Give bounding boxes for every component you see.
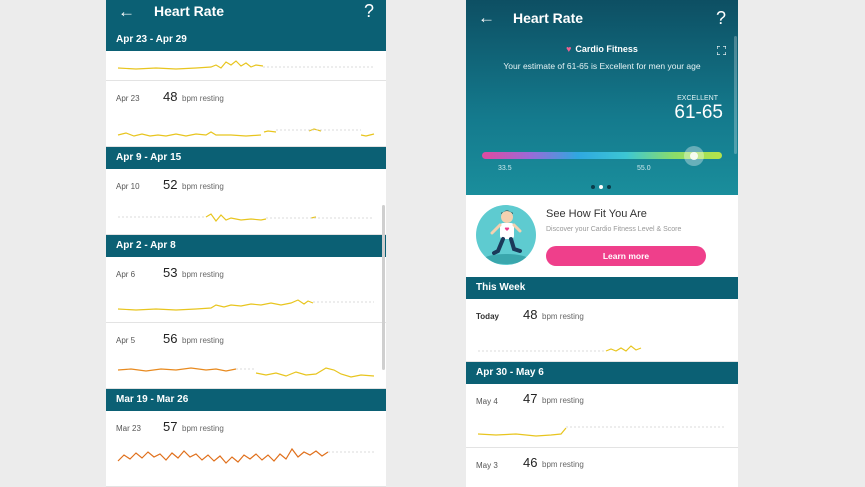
cardio-fitness-description: Your estimate of 61-65 is Excellent for … (503, 61, 701, 71)
app-bar: ← Heart Rate ? (106, 0, 386, 30)
row-bpm-unit: bpm resting (182, 336, 224, 345)
cardio-fitness-title: ♥ Cardio Fitness (466, 44, 738, 54)
scale-min-label: 33.5 (498, 165, 512, 172)
page-dot-active[interactable] (599, 185, 603, 189)
expand-icon[interactable] (717, 46, 726, 55)
heart-rate-sparkline (478, 345, 642, 352)
row-bpm-value: 52 (163, 177, 178, 192)
row-bpm-unit: bpm resting (542, 460, 584, 469)
fitness-level-value: 61-65 (674, 102, 723, 123)
week-header: This Week (466, 277, 738, 299)
cardio-fitness-label: Cardio Fitness (575, 44, 638, 54)
page-dot[interactable] (591, 185, 595, 189)
row-date: May 3 (476, 461, 498, 470)
row-bpm-unit: bpm resting (182, 182, 224, 191)
week-header: Apr 30 - May 6 (466, 362, 738, 384)
row-bpm-value: 48 (523, 307, 538, 322)
list-item[interactable]: Apr 6 53 bpm resting (106, 257, 386, 323)
list-item[interactable]: Apr 10 52 bpm resting (106, 169, 386, 235)
runner-icon (484, 210, 528, 264)
app-bar: ← Heart Rate ? (466, 0, 738, 36)
heart-rate-sparkline (117, 128, 375, 137)
row-date: Apr 10 (116, 182, 140, 191)
week-header: Mar 19 - Mar 26 (106, 389, 386, 411)
list-item[interactable]: May 3 46 bpm resting (466, 448, 738, 487)
heart-rate-history-screen: ← Heart Rate ? Apr 23 - Apr 29 Apr 23 48… (106, 0, 386, 487)
row-bpm-value: 46 (523, 455, 538, 470)
list-item[interactable]: May 4 47 bpm resting (466, 384, 738, 448)
week-header: Apr 23 - Apr 29 (106, 29, 386, 51)
row-date: Apr 23 (116, 94, 140, 103)
row-bpm-value: 56 (163, 331, 178, 346)
list-item[interactable]: Today 48 bpm resting (466, 299, 738, 362)
heart-rate-sparkline (117, 299, 374, 311)
fitness-scale-bar (482, 152, 722, 159)
back-arrow-icon[interactable]: ← (118, 2, 135, 21)
back-arrow-icon[interactable]: ← (478, 8, 495, 27)
page-dot[interactable] (607, 185, 611, 189)
runner-illustration (476, 205, 536, 265)
heart-icon: ♥ (566, 44, 572, 54)
week-header: Apr 9 - Apr 15 (106, 147, 386, 169)
list-item[interactable]: Mar 23 57 bpm resting (106, 411, 386, 487)
week-header: Apr 2 - Apr 8 (106, 235, 386, 257)
heart-rate-sparkline (117, 367, 375, 378)
row-date: Apr 6 (116, 270, 136, 279)
row-date: Mar 23 (116, 424, 141, 433)
scrollbar[interactable] (734, 36, 737, 154)
row-date: May 4 (476, 397, 498, 406)
list-item[interactable]: Apr 5 56 bpm resting (106, 323, 386, 389)
row-bpm-value: 48 (163, 89, 178, 104)
heart-rate-sparkline (118, 213, 374, 222)
help-icon[interactable]: ? (363, 1, 374, 21)
list-item[interactable]: Apr 23 48 bpm resting (106, 81, 386, 147)
promo-subtitle: Discover your Cardio Fitness Level & Sco… (546, 226, 682, 233)
fitness-scale-marker-dot (690, 152, 698, 160)
scale-mid-label: 55.0 (637, 165, 651, 172)
learn-more-button[interactable]: Learn more (546, 246, 706, 266)
page-title: Heart Rate (513, 10, 584, 26)
fitness-level-label: EXCELLENT (677, 95, 718, 102)
scrollbar[interactable] (382, 205, 385, 370)
row-bpm-unit: bpm resting (542, 312, 584, 321)
row-date: Today (476, 312, 499, 321)
heart-rate-sparkline (477, 426, 726, 437)
page-indicator[interactable] (591, 185, 615, 191)
cardio-fitness-card: ← Heart Rate ? ♥ Cardio Fitness Your esti… (466, 0, 738, 195)
promo-title: See How Fit You Are (546, 208, 647, 220)
heart-rate-sparkline (117, 60, 374, 70)
row-bpm-value: 47 (523, 391, 538, 406)
row-bpm-value: 53 (163, 265, 178, 280)
row-date: Apr 5 (116, 336, 136, 345)
help-icon[interactable]: ? (715, 8, 726, 28)
row-bpm-unit: bpm resting (182, 424, 224, 433)
heart-rate-overview-screen: ← Heart Rate ? ♥ Cardio Fitness Your esti… (466, 0, 738, 487)
list-item[interactable] (106, 51, 386, 81)
cardio-promo-card: See How Fit You Are Discover your Cardio… (466, 195, 738, 277)
row-bpm-unit: bpm resting (182, 94, 224, 103)
page-title: Heart Rate (154, 3, 225, 19)
row-bpm-unit: bpm resting (182, 270, 224, 279)
row-bpm-unit: bpm resting (542, 396, 584, 405)
heart-rate-sparkline (117, 447, 374, 464)
row-bpm-value: 57 (163, 419, 178, 434)
